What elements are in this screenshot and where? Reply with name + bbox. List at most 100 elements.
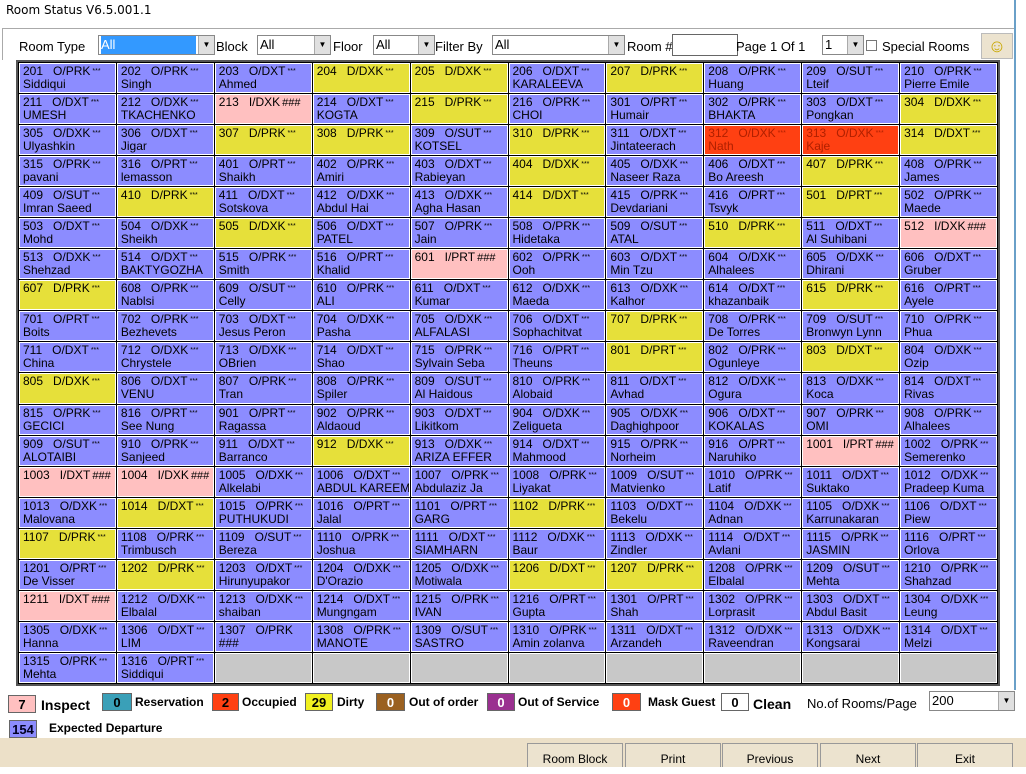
room-cell-1309[interactable]: 1309 O/SUT *** SASTRO [411,622,507,651]
room-cell-402[interactable]: 402 O/PRK *** Amiri [313,157,409,186]
room-block-button[interactable]: Room Block [527,743,623,767]
room-cell-1011[interactable]: 1011 O/DXT *** Suktako [803,467,899,496]
room-cell-1115[interactable]: 1115 O/PRK *** JASMIN [803,529,899,558]
room-cell-504[interactable]: 504 O/DXK *** Sheikh [117,219,213,248]
room-cell-610[interactable]: 610 O/PRK *** ALI [313,281,409,310]
room-cell-503[interactable]: 503 O/DXT *** Mohd [20,219,115,248]
room-cell-213[interactable]: 213 I/DXK ### [215,95,311,124]
room-cell-915[interactable]: 915 O/PRK *** Norheim [607,436,703,465]
room-cell-706[interactable]: 706 O/DXT *** Sophachitvat [509,312,605,341]
room-cell-815[interactable]: 815 O/PRK *** GECICI [20,405,115,434]
room-cell-901[interactable]: 901 O/PRT *** Ragassa [215,405,311,434]
block-select[interactable]: All ▼ [257,35,331,55]
room-cell-1307[interactable]: 1307 O/PRK ### [215,622,311,651]
floor-select[interactable]: All ▼ [373,35,435,55]
room-cell-406[interactable]: 406 O/DXT *** Bo Areesh [705,157,801,186]
room-cell-212[interactable]: 212 O/DXK *** TKACHENKO [117,95,213,124]
room-cell-216[interactable]: 216 O/PRK *** CHOI [509,95,605,124]
room-cell-1114[interactable]: 1114 O/DXT *** Avlani [705,529,801,558]
room-cell-1004[interactable]: 1004 I/DXK ### [117,467,213,496]
room-cell-205[interactable]: 205 D/DXK *** [411,64,507,93]
room-cell-903[interactable]: 903 O/DXT *** Likitkom [411,405,507,434]
room-cell-705[interactable]: 705 O/DXK *** ALFALASI [411,312,507,341]
room-cell-1306[interactable]: 1306 O/DXT *** LIM [117,622,213,651]
room-cell-316[interactable]: 316 O/PRT *** lemasson [117,157,213,186]
room-cell-914[interactable]: 914 O/DXT *** Mahmood [509,436,605,465]
room-cell-411[interactable]: 411 O/DXT *** Sotskova [215,188,311,217]
room-cell-201[interactable]: 201 O/PRK *** Siddiqui [20,64,115,93]
room-cell-507[interactable]: 507 O/PRK *** Jain [411,219,507,248]
room-cell-1208[interactable]: 1208 O/PRK *** Elbalal [705,560,801,589]
room-cell-1013[interactable]: 1013 O/DXK *** Malovana [20,498,115,527]
room-cell-401[interactable]: 401 O/PRT *** Shaikh [215,157,311,186]
room-cell-913[interactable]: 913 O/DXK *** ARIZA EFFER [411,436,507,465]
room-cell-315[interactable]: 315 O/PRK *** pavani [20,157,115,186]
room-cell-1207[interactable]: 1207 D/PRK *** [607,560,703,589]
room-cell-1005[interactable]: 1005 O/DXK *** Alkelabi [215,467,311,496]
room-cell-312[interactable]: 312 O/DXK *** Nath [705,126,801,155]
room-cell-902[interactable]: 902 O/PRK *** Aldaoud [313,405,409,434]
room-cell-1304[interactable]: 1304 O/DXK *** Leung [901,591,996,620]
room-cell-516[interactable]: 516 O/PRT *** Khalid [313,250,409,279]
room-cell-1206[interactable]: 1206 D/DXT *** [509,560,605,589]
room-cell-1310[interactable]: 1310 O/PRK *** Amin zolanva [509,622,605,651]
room-cell-405[interactable]: 405 O/DXK *** Naseer Raza [607,157,703,186]
room-cell-609[interactable]: 609 O/SUT *** Celly [215,281,311,310]
room-cell-1003[interactable]: 1003 I/DXT ### [20,467,115,496]
room-cell-1202[interactable]: 1202 D/PRK *** [117,560,213,589]
room-cell-1205[interactable]: 1205 O/DXK *** Motiwala [411,560,507,589]
room-cell-904[interactable]: 904 O/DXK *** Zeligueta [509,405,605,434]
exit-button[interactable]: Exit [917,743,1013,767]
room-cell-703[interactable]: 703 O/DXT *** Jesus Peron [215,312,311,341]
room-cell-409[interactable]: 409 O/SUT *** Imran Saeed [20,188,115,217]
room-cell-707[interactable]: 707 D/PRK *** [607,312,703,341]
room-cell-502[interactable]: 502 O/PRK *** Maede [901,188,996,217]
room-cell-1314[interactable]: 1314 O/DXT *** Melzi [901,622,996,651]
room-cell-314[interactable]: 314 D/DXT *** [901,126,996,155]
room-cell-805[interactable]: 805 D/DXK *** [20,374,115,403]
room-cell-615[interactable]: 615 D/PRK *** [803,281,899,310]
room-cell-415[interactable]: 415 O/PRK *** Devdariani [607,188,703,217]
room-cell-403[interactable]: 403 O/DXT *** Rabieyan [411,157,507,186]
room-cell-1012[interactable]: 1012 O/DXK *** Pradeep Kuma [901,467,996,496]
room-number-input[interactable] [672,34,738,56]
room-cell-1303[interactable]: 1303 O/DXT *** Abdul Basit [803,591,899,620]
room-cell-304[interactable]: 304 D/DXK *** [901,95,996,124]
room-cell-1308[interactable]: 1308 O/PRK *** MANOTE [313,622,409,651]
room-cell-1010[interactable]: 1010 O/PRK *** Latif [705,467,801,496]
room-cell-712[interactable]: 712 O/DXK *** Chrystele [117,343,213,372]
room-cell-302[interactable]: 302 O/PRK *** BHAKTA [705,95,801,124]
room-cell-303[interactable]: 303 O/DXT *** Pongkan [803,95,899,124]
room-cell-710[interactable]: 710 O/PRK *** Phua [901,312,996,341]
room-cell-601[interactable]: 601 I/PRT ### [411,250,507,279]
room-cell-603[interactable]: 603 O/DXT *** Min Tzu [607,250,703,279]
filter-by-select[interactable]: All ▼ [492,35,625,55]
room-cell-1102[interactable]: 1102 D/PRK *** [509,498,605,527]
room-cell-810[interactable]: 810 O/PRK *** Alobaid [509,374,605,403]
room-cell-408[interactable]: 408 O/PRK *** James [901,157,996,186]
room-cell-1006[interactable]: 1006 O/DXT *** ABDUL KAREEM [313,467,409,496]
room-cell-1201[interactable]: 1201 O/PRT *** De Visser [20,560,115,589]
room-cell-410[interactable]: 410 D/PRK *** [117,188,213,217]
room-cell-1216[interactable]: 1216 O/PRT *** Gupta [509,591,605,620]
room-cell-608[interactable]: 608 O/PRK *** Nablsi [117,281,213,310]
room-cell-204[interactable]: 204 D/DXK *** [313,64,409,93]
room-cell-501[interactable]: 501 D/PRT *** [803,188,899,217]
room-cell-1014[interactable]: 1014 D/DXT *** [117,498,213,527]
room-cell-713[interactable]: 713 O/DXK *** OBrien [215,343,311,372]
room-cell-202[interactable]: 202 O/PRK *** Singh [117,64,213,93]
room-cell-704[interactable]: 704 O/DXK *** Pasha [313,312,409,341]
room-cell-716[interactable]: 716 O/PRT *** Theuns [509,343,605,372]
room-cell-206[interactable]: 206 O/DXT *** KARALEEVA [509,64,605,93]
room-cell-515[interactable]: 515 O/PRK *** Smith [215,250,311,279]
room-cell-614[interactable]: 614 O/DXT *** khazanbaik [705,281,801,310]
room-cell-1214[interactable]: 1214 O/DXT *** Mungngam [313,591,409,620]
room-cell-708[interactable]: 708 O/PRK *** De Torres [705,312,801,341]
room-cell-215[interactable]: 215 D/PRK *** [411,95,507,124]
page-select[interactable]: 1 ▼ [822,35,864,55]
room-cell-806[interactable]: 806 O/DXT *** VENU [117,374,213,403]
room-cell-1009[interactable]: 1009 O/SUT *** Matvienko [607,467,703,496]
room-cell-416[interactable]: 416 O/PRT *** Tsvyk [705,188,801,217]
room-cell-1107[interactable]: 1107 D/PRK *** [20,529,115,558]
room-cell-301[interactable]: 301 O/PRT *** Humair [607,95,703,124]
